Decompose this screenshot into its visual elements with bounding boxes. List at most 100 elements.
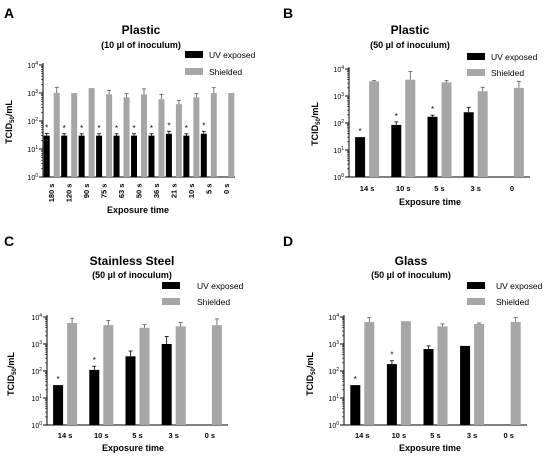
panel-c-legend-shielded-label: Shielded [197, 297, 230, 307]
x-tick-label: 36 s [152, 184, 161, 199]
panel-d-legend-uv-swatch [467, 282, 485, 289]
panel-d-legend: UV exposed Shielded [467, 281, 543, 307]
panel-b-ytick-2: 102 [333, 119, 344, 128]
panel-a-legend-uv-swatch [185, 51, 203, 58]
bar-uv [463, 112, 474, 177]
bar-uv [350, 385, 361, 425]
panel-c-legend: UV exposed Shielded [162, 281, 244, 307]
panel-a-subtitle: (10 µl of inoculum) [101, 40, 181, 50]
panel-letter-a: A [4, 5, 14, 21]
panel-b-legend-shielded-swatch [467, 69, 485, 76]
bar-uv [53, 385, 64, 425]
bar-uv [161, 344, 172, 425]
x-tick-label: 10 s [187, 184, 196, 199]
panel-a-legend-shielded-swatch [185, 68, 203, 75]
bar-shielded [513, 87, 524, 177]
x-tick-label: 90 s [82, 184, 91, 199]
plot-areas: * 180 s * 120 s * 90 s * 75 s * 63 s * 50 s * 36 s * 21… [39, 63, 530, 440]
x-tick-label: 0 s [222, 184, 231, 194]
x-tick-label: 10 s [94, 431, 109, 440]
significance-star: * [150, 124, 153, 133]
bar-shielded [175, 104, 182, 177]
x-tick-label: 5 s [132, 431, 142, 440]
panel-b-ytick-4: 104 [333, 65, 344, 74]
panel-d-title: Glass [395, 254, 428, 268]
bar-shielded [88, 88, 95, 177]
panel-b-legend-uv-swatch [467, 53, 485, 60]
bar-shielded [193, 97, 200, 177]
x-tick-label: 14 s [58, 431, 73, 440]
bar-uv [96, 135, 103, 177]
panel-a-ytick-4: 104 [27, 61, 38, 70]
bar-uv [43, 135, 50, 177]
bar-uv [125, 356, 136, 425]
panel-a-y-ticks: 104 103 102 101 100 [27, 61, 38, 182]
x-tick-label: 10 s [392, 431, 407, 440]
panel-c: C Stainless Steel (50 µl of inoculum) TC… [4, 233, 244, 453]
panel-c-y-ticks: 104 103 102 101 100 [31, 313, 42, 430]
svg-text:TCID50/mL: TCID50/mL [6, 352, 18, 396]
significance-star: * [93, 356, 96, 365]
significance-star: * [132, 124, 135, 133]
bar-uv [89, 369, 100, 425]
x-tick-label: 14 s [355, 431, 370, 440]
bar-shielded [400, 321, 411, 425]
panel-a-title: Plastic [122, 23, 161, 37]
panel-b-legend-shielded-label: Shielded [491, 68, 524, 78]
significance-star: * [63, 124, 66, 133]
panel-d-y-label: TCID50/mL [305, 352, 317, 396]
bar-uv [460, 345, 471, 425]
panel-b: B Plastic (50 µl of inoculum) TCID50/mL … [283, 5, 538, 207]
bar-shielded [211, 325, 222, 425]
significance-star: * [45, 123, 48, 132]
x-tick-label: 0 s [503, 431, 513, 440]
significance-star: * [359, 127, 362, 136]
panel-b-legend-uv-label: UV exposed [491, 52, 538, 62]
bar-shielded [141, 94, 147, 177]
x-tick-label: 10 s [396, 184, 411, 193]
panel-b-y-label: TCID50/mL [310, 102, 322, 146]
bar-shielded [67, 322, 78, 425]
panel-d-ytick-2: 102 [328, 367, 339, 376]
panel-d: D Glass (50 µl of inoculum) TCID50/mL Ex… [283, 233, 543, 453]
bar-uv [61, 135, 68, 177]
bar-uv [355, 137, 366, 177]
bar-shielded [106, 94, 113, 177]
x-tick-label: 5 s [430, 431, 440, 440]
x-tick-label: 50 s [135, 184, 144, 199]
panel-a-ytick-0: 100 [27, 173, 38, 182]
panel-d-ytick-0: 100 [328, 421, 339, 430]
x-tick-label: 5 s [434, 184, 444, 193]
significance-star: * [354, 375, 357, 384]
significance-star: * [395, 112, 398, 121]
panel-c-ytick-1: 101 [31, 394, 42, 403]
panel-c-y-label: TCID50/mL [6, 352, 18, 396]
svg-text:TCID50/mL: TCID50/mL [305, 352, 317, 396]
x-tick-label: 180 s [47, 184, 56, 203]
plot-area-c: * 14 s * 10 s 5 s 3 s 0 s [43, 315, 228, 440]
bar-uv [165, 133, 172, 177]
panel-d-subtitle: (50 µl of inoculum) [371, 270, 451, 280]
panel-c-subtitle: (50 µl of inoculum) [92, 270, 172, 280]
bar-shielded [139, 327, 150, 425]
x-tick-label: 75 s [100, 184, 109, 199]
panel-d-ytick-1: 101 [328, 394, 339, 403]
panel-c-ytick-3: 103 [31, 340, 42, 349]
x-tick-label: 3 s [168, 431, 178, 440]
panel-c-x-label: Exposure time [102, 443, 164, 453]
x-tick-label: 14 s [360, 184, 375, 193]
bar-shielded [437, 326, 448, 425]
significance-star: * [202, 121, 205, 130]
significance-star: * [57, 375, 60, 384]
bar-shielded [123, 97, 130, 177]
bar-uv [391, 124, 402, 177]
plot-area-a: * 180 s * 120 s * 90 s * 75 s * 63 s * 50 s * 36 s * 21… [39, 63, 235, 202]
panel-d-legend-uv-label: UV exposed [496, 281, 543, 291]
panel-d-ytick-4: 104 [328, 313, 339, 322]
svg-text:TCID50/mL: TCID50/mL [310, 102, 322, 146]
bar-shielded [441, 82, 452, 177]
panel-a-y-label: TCID50/mL [4, 100, 16, 144]
panel-a-legend-shielded-label: Shielded [209, 67, 242, 77]
bar-uv [113, 135, 120, 177]
x-tick-label: 0 s [205, 431, 215, 440]
